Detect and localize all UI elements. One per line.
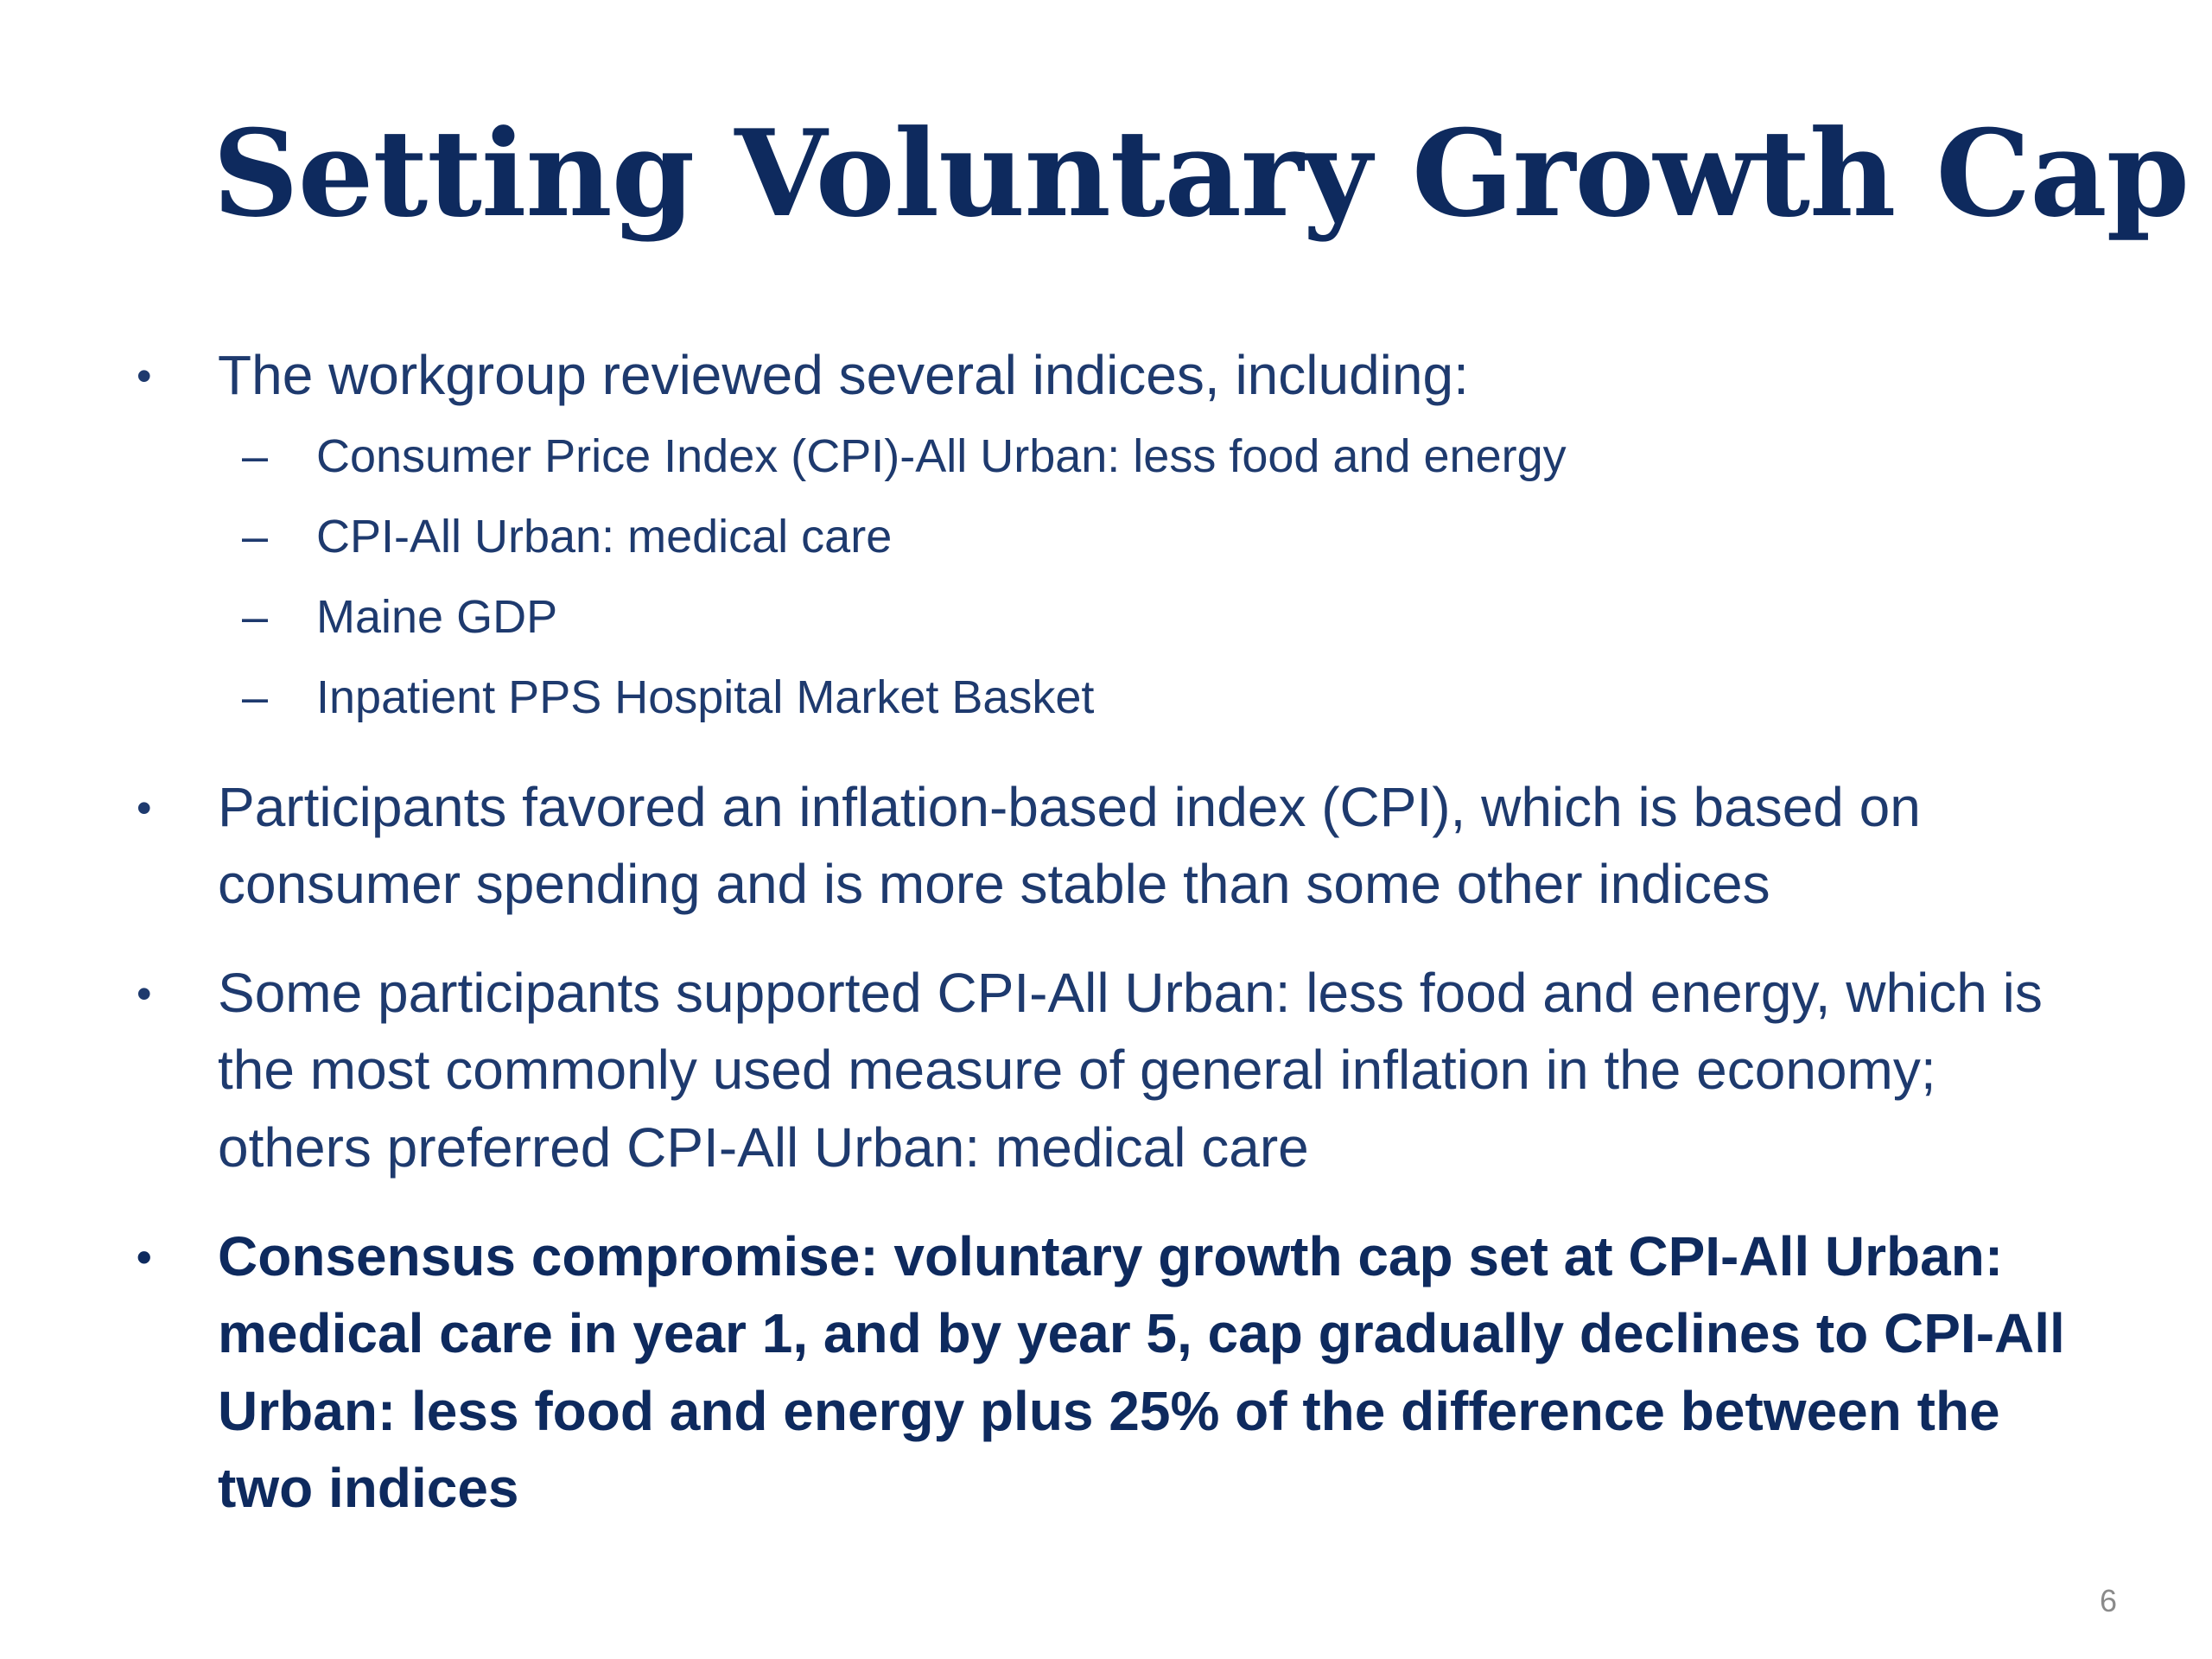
bullet-glyph: • xyxy=(137,783,152,832)
dash-glyph: – xyxy=(242,510,269,563)
bullet-text: Consensus compromise: voluntary growth c… xyxy=(218,1224,2065,1520)
bullet-text: The workgroup reviewed several indices, … xyxy=(218,344,1469,406)
bullet-text: Some participants supported CPI-All Urba… xyxy=(218,961,2043,1179)
dash-glyph: – xyxy=(242,429,269,482)
dash-glyph: – xyxy=(242,590,269,643)
sub-item: – Maine GDP xyxy=(130,577,2065,658)
sub-item-text: Inpatient PPS Hospital Market Basket xyxy=(316,671,1095,723)
sub-item-text: Maine GDP xyxy=(316,590,558,643)
slide-body: • The workgroup reviewed several indices… xyxy=(130,337,2065,1528)
bullet-text: Participants favored an inflation-based … xyxy=(218,775,1921,916)
sub-item: – CPI-All Urban: medical care xyxy=(130,497,2065,577)
sub-list: – Consumer Price Index (CPI)-All Urban: … xyxy=(130,416,2065,738)
sub-item-text: Consumer Price Index (CPI)-All Urban: le… xyxy=(316,429,1567,482)
bullet-glyph: • xyxy=(137,352,152,400)
sub-item: – Inpatient PPS Hospital Market Basket xyxy=(130,658,2065,738)
page-number: 6 xyxy=(2099,1583,2117,1618)
sub-item-text: CPI-All Urban: medical care xyxy=(316,510,893,563)
bullet-glyph: • xyxy=(137,969,152,1018)
dash-glyph: – xyxy=(242,671,269,723)
bullet-item: • The workgroup reviewed several indices… xyxy=(130,337,2065,415)
bullet-item-consensus: • Consensus compromise: voluntary growth… xyxy=(130,1218,2065,1528)
bullet-glyph: • xyxy=(137,1232,152,1281)
sub-item: – Consumer Price Index (CPI)-All Urban: … xyxy=(130,416,2065,497)
bullet-item: • Some participants supported CPI-All Ur… xyxy=(130,955,2065,1187)
bullet-item: • Participants favored an inflation-base… xyxy=(130,769,2065,924)
slide-title: Setting Voluntary Growth Cap xyxy=(213,103,2190,244)
